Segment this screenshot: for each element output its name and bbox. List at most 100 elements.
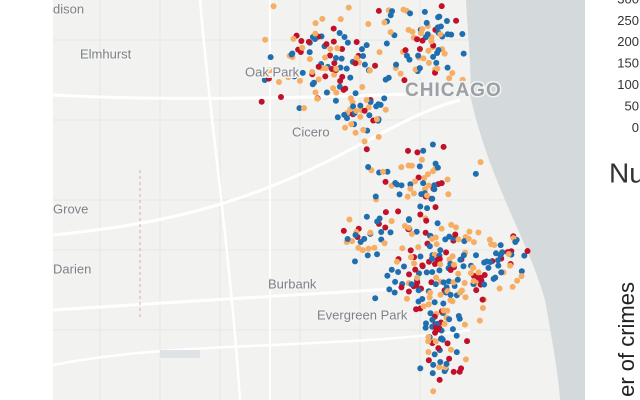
point — [414, 274, 421, 281]
point — [415, 244, 422, 251]
point — [408, 230, 415, 237]
point — [408, 162, 415, 169]
point — [366, 112, 373, 119]
point — [405, 288, 412, 295]
point — [403, 295, 410, 302]
point — [402, 47, 409, 54]
point — [340, 227, 347, 234]
point — [336, 29, 343, 36]
point — [432, 204, 439, 211]
point — [371, 244, 378, 251]
point — [365, 104, 372, 111]
point — [412, 178, 419, 185]
point — [444, 64, 451, 71]
point — [393, 258, 400, 265]
point — [518, 268, 525, 275]
point — [415, 52, 422, 59]
point — [416, 163, 423, 170]
point — [417, 253, 424, 260]
point — [386, 286, 393, 293]
point — [315, 76, 322, 83]
point — [459, 76, 466, 83]
point — [434, 220, 441, 227]
point — [330, 38, 337, 45]
colorbar-tick-label: 0 — [632, 120, 639, 135]
point — [473, 252, 480, 259]
point — [444, 176, 451, 183]
point — [315, 63, 322, 70]
point — [425, 59, 432, 66]
point — [436, 376, 443, 383]
place-label: Cicero — [292, 124, 330, 139]
point — [420, 303, 427, 310]
point — [497, 242, 504, 249]
point — [476, 317, 483, 324]
point — [413, 228, 420, 235]
colorbar-tick-label: 100 — [617, 77, 639, 92]
point — [431, 182, 438, 189]
place-label: Elmhurst — [80, 46, 132, 61]
point — [361, 61, 368, 68]
point — [422, 320, 429, 327]
point — [440, 143, 447, 150]
point — [433, 59, 440, 66]
point — [443, 360, 450, 367]
point — [429, 370, 436, 377]
point — [487, 259, 494, 266]
point — [344, 236, 351, 243]
point — [514, 277, 521, 284]
point — [470, 278, 477, 285]
point — [429, 141, 436, 148]
major-roads — [52, 0, 471, 400]
point — [337, 77, 344, 84]
point — [407, 10, 414, 17]
point — [401, 77, 408, 84]
point — [452, 224, 459, 231]
point — [361, 138, 368, 145]
point — [429, 316, 436, 323]
point — [422, 229, 429, 236]
point — [475, 229, 482, 236]
point — [437, 261, 444, 268]
point — [372, 62, 379, 69]
axis-title: er of crimes — [614, 282, 639, 397]
point — [460, 50, 467, 57]
point — [417, 365, 424, 372]
point — [453, 17, 460, 24]
point — [277, 93, 284, 100]
point — [524, 248, 531, 255]
point — [453, 332, 460, 339]
point — [433, 274, 440, 281]
point — [392, 179, 399, 186]
point — [467, 270, 474, 277]
point — [413, 306, 420, 313]
point — [296, 105, 303, 112]
point — [350, 103, 357, 110]
point — [415, 174, 422, 181]
point — [454, 276, 461, 283]
point — [398, 284, 405, 291]
point — [421, 8, 428, 15]
point — [419, 26, 426, 33]
point — [285, 74, 292, 81]
point — [462, 356, 469, 363]
point — [422, 324, 429, 331]
point — [382, 224, 389, 231]
point — [460, 252, 467, 259]
point — [461, 238, 468, 245]
panel-background — [585, 0, 640, 400]
point — [464, 338, 471, 345]
point — [408, 281, 415, 288]
point — [439, 336, 446, 343]
point — [425, 334, 432, 341]
point — [365, 245, 372, 252]
point — [276, 79, 283, 86]
point — [430, 388, 437, 395]
point — [346, 216, 353, 223]
point — [450, 279, 457, 286]
point — [424, 31, 431, 38]
point — [347, 74, 354, 81]
point — [449, 298, 456, 305]
point — [366, 67, 373, 74]
